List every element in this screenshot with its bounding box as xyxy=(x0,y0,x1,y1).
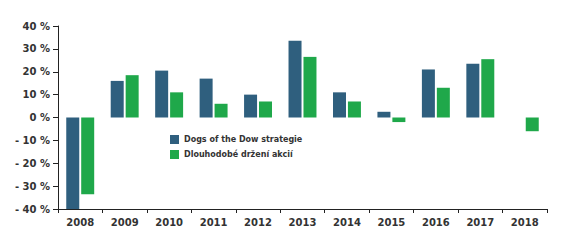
svg-text:2014: 2014 xyxy=(333,217,361,228)
svg-text:- 10 %: - 10 % xyxy=(15,135,50,146)
svg-text:20 %: 20 % xyxy=(23,66,50,77)
svg-text:10 %: 10 % xyxy=(23,89,50,100)
svg-text:0 %: 0 % xyxy=(30,112,50,123)
svg-text:2008: 2008 xyxy=(66,217,94,228)
svg-text:2017: 2017 xyxy=(466,217,494,228)
svg-text:Dogs of the Dow strategie: Dogs of the Dow strategie xyxy=(184,135,303,144)
svg-text:2009: 2009 xyxy=(111,217,139,228)
svg-text:- 40 %: - 40 % xyxy=(15,204,50,215)
svg-text:- 30 %: - 30 % xyxy=(15,181,50,192)
svg-text:2018: 2018 xyxy=(511,217,539,228)
svg-text:2011: 2011 xyxy=(200,217,228,228)
svg-text:2013: 2013 xyxy=(289,217,317,228)
svg-text:2015: 2015 xyxy=(377,217,405,228)
svg-text:2012: 2012 xyxy=(244,217,272,228)
svg-text:Dlouhodobé držení akcií: Dlouhodobé držení akcií xyxy=(184,149,294,159)
svg-text:40 %: 40 % xyxy=(23,21,50,32)
svg-text:2016: 2016 xyxy=(422,217,450,228)
svg-text:- 20 %: - 20 % xyxy=(15,158,50,169)
svg-text:2010: 2010 xyxy=(155,217,183,228)
svg-text:30 %: 30 % xyxy=(23,43,50,54)
